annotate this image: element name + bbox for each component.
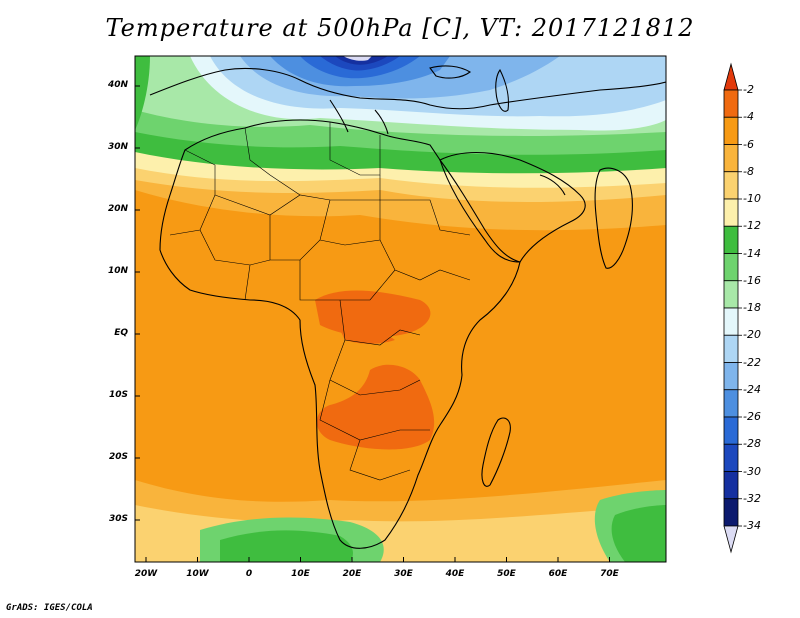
plot-frame <box>134 55 667 563</box>
lat-label: EQ <box>114 328 128 338</box>
colorbar-swatch <box>723 89 739 118</box>
lon-label: 10W <box>186 569 209 579</box>
lon-label: 20E <box>342 569 362 579</box>
longitude-ticks <box>145 557 610 562</box>
colorbar <box>723 62 742 554</box>
colorbar-bottom-triangle <box>723 525 739 554</box>
colorbar-swatch <box>723 443 739 472</box>
colorbar-level-label: -2 <box>743 83 754 96</box>
lat-label: 40N <box>107 80 128 90</box>
colorbar-swatch <box>723 389 739 418</box>
colorbar-swatch <box>723 334 739 363</box>
map-title: Temperature at 500hPa [C], VT: 201712181… <box>105 14 695 42</box>
colorbar-swatch <box>723 225 739 254</box>
lon-label: 40E <box>445 569 465 579</box>
colorbar-swatch <box>723 144 739 173</box>
colorbar-level-label: -12 <box>743 219 761 233</box>
colorbar-level-label: -34 <box>743 519 761 532</box>
colorbar-swatch <box>723 362 739 391</box>
lon-label: 70E <box>600 569 619 579</box>
colorbar-level-label: -6 <box>743 137 754 151</box>
lon-label: 50E <box>497 569 516 579</box>
lat-label: 20S <box>108 452 128 462</box>
colorbar-swatch <box>723 307 739 336</box>
colorbar-swatch <box>723 416 739 445</box>
colorbar-level-label: -10 <box>743 192 761 205</box>
lon-label: 60E <box>548 569 568 579</box>
colorbar-level-label: -24 <box>743 382 761 396</box>
latitude-ticks <box>135 85 140 521</box>
colorbar-level-label: -26 <box>743 410 761 423</box>
lat-label: 20N <box>107 204 128 214</box>
lon-label: 20W <box>134 569 158 579</box>
colorbar-level-label: -4 <box>743 110 754 124</box>
colorbar-swatch <box>723 253 739 282</box>
lat-label: 10N <box>107 266 128 276</box>
colorbar-top-triangle <box>723 62 739 91</box>
colorbar-swatch <box>723 198 739 227</box>
colorbar-level-label: -30 <box>743 464 761 478</box>
country-borders <box>169 122 471 481</box>
colorbar-level-label: -18 <box>743 301 761 314</box>
colorbar-swatch <box>723 171 739 200</box>
colorbar-level-label: -14 <box>743 246 761 260</box>
lon-label: 30E <box>394 569 413 579</box>
colorbar-swatch <box>723 116 739 145</box>
colorbar-level-label: -32 <box>743 491 761 505</box>
grads-credit: GrADS: IGES/COLA <box>6 603 93 613</box>
colorbar-level-label: -28 <box>743 437 761 451</box>
colorbar-swatch <box>723 471 739 500</box>
lat-label: 10S <box>108 390 128 400</box>
colorbar-swatch <box>723 498 739 527</box>
lat-label: 30S <box>108 514 128 524</box>
coastlines <box>149 65 666 549</box>
colorbar-level-label: -8 <box>743 164 754 178</box>
colorbar-level-label: -16 <box>743 273 761 287</box>
colorbar-swatch <box>723 280 739 309</box>
lon-label: 0 <box>245 569 253 579</box>
temperature-field <box>135 56 666 562</box>
lon-label: 10E <box>291 569 310 579</box>
colorbar-level-label: -22 <box>743 355 761 369</box>
lat-label: 30N <box>107 142 128 152</box>
colorbar-level-label: -20 <box>743 328 761 342</box>
